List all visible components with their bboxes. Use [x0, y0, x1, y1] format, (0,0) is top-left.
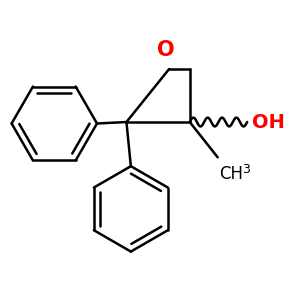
Text: O: O: [158, 40, 175, 60]
Text: 3: 3: [242, 163, 250, 176]
Text: OH: OH: [252, 112, 284, 131]
Text: CH: CH: [219, 165, 243, 183]
